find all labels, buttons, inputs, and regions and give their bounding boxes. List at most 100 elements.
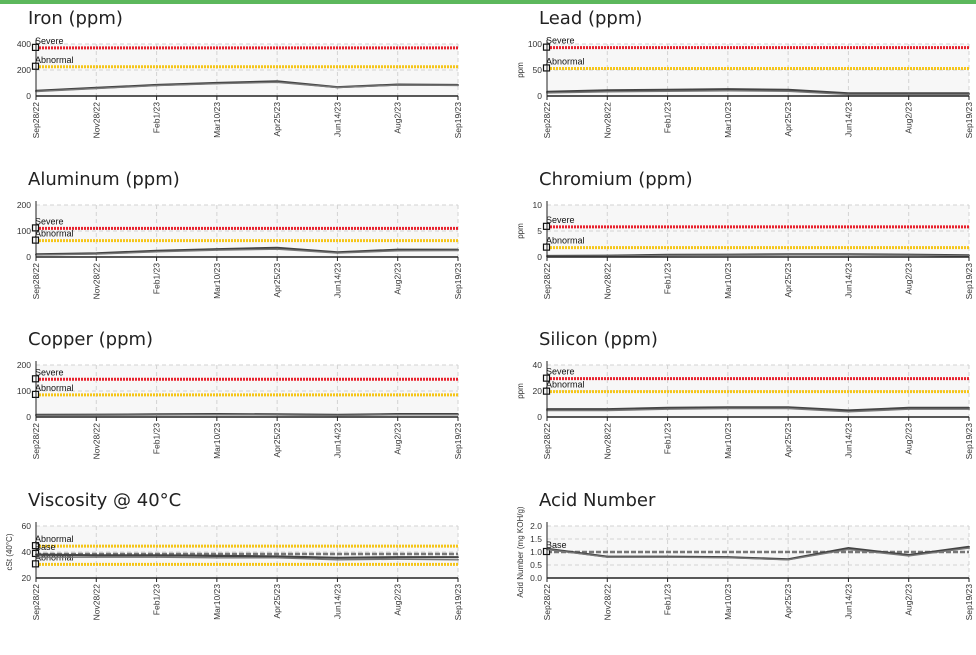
data-point [847,254,850,256]
chart-panel-iron: Iron (ppm) 0 200 400 Severe Abnormal Sep28/22… [0,0,470,150]
chart-title: Silicon (ppm) [539,329,658,350]
chart-iron: 0 200 400 Severe Abnormal Sep28/22 Nov28/22 Feb… [17,36,463,139]
threshold-label: Base [546,540,567,550]
data-point [968,547,970,549]
data-line [35,413,458,417]
data-point [276,556,279,559]
x-tick-label: Sep28/22 [542,584,552,621]
chart-acid-number: 0.0 0.5 1.0 1.5 2.0 Acid Number (mg KOH/g) Bas… [516,506,974,621]
x-tick-label: Sep19/23 [453,584,463,621]
y-tick-label: 200 [17,65,31,75]
x-tick-label: Sep28/22 [542,423,552,460]
data-line [547,406,969,412]
x-tick-label: Jun14/23 [332,423,342,458]
x-tick-label: Mar10/23 [212,584,222,620]
data-point [787,407,790,410]
data-point [787,88,790,91]
chart-title: Lead (ppm) [539,8,643,29]
y-tick-label: 200 [17,200,31,210]
chart-title: Iron (ppm) [28,8,123,29]
y-axis-label: cSt (40°C) [5,533,14,570]
x-tick-label: Sep28/22 [542,263,552,300]
y-tick-label: 40 [22,547,32,557]
threshold-label: Severe [546,367,575,377]
x-tick-label: Jun14/23 [843,263,853,298]
chart-title: Aluminum (ppm) [28,169,180,190]
chart-title: Acid Number [539,490,656,511]
y-tick-label: 0 [26,91,31,101]
threshold-label: Abnormal [35,534,74,544]
x-tick-label: Sep19/23 [964,423,974,460]
x-tick-label: Jun14/23 [843,423,853,458]
data-point [336,414,339,417]
y-tick-label: 0.0 [530,573,542,583]
threshold-label: Severe [35,367,64,377]
y-tick-label: 0 [537,252,542,262]
chart-panel-lead: Lead (ppm) 0 50 100 ppm Severe Abnormal Sep28/… [511,0,976,150]
y-tick-label: 200 [17,360,31,370]
x-tick-label: Sep28/22 [542,102,552,139]
data-point [215,249,218,252]
data-line [546,88,969,95]
data-point [95,253,98,256]
data-point [847,410,850,413]
data-point [787,90,790,93]
data-point [457,556,459,559]
data-point [787,406,790,409]
threshold-label: Abnormal [546,380,585,390]
x-tick-label: Apr25/23 [783,102,793,137]
x-tick-label: Jun14/23 [332,102,342,137]
y-axis-label: ppm [516,223,525,239]
x-tick-label: Apr25/23 [272,102,282,137]
data-point [396,556,399,559]
data-point [847,548,850,551]
x-tick-label: Sep28/22 [31,102,41,139]
y-axis-label: ppm [516,62,525,78]
data-line [35,246,458,256]
y-tick-label: 0 [537,412,542,422]
x-tick-label: Sep28/22 [31,584,41,621]
threshold-label: Abnormal [546,236,585,246]
y-tick-label: 100 [17,386,31,396]
x-tick-label: Feb1/23 [663,584,673,615]
x-tick-label: Jun14/23 [332,584,342,619]
data-point [606,409,609,412]
x-tick-label: Sep19/23 [453,102,463,139]
x-tick-label: Feb1/23 [152,263,162,294]
x-tick-label: Apr25/23 [272,423,282,458]
x-tick-label: Nov28/22 [91,263,101,300]
data-point [968,545,970,548]
x-tick-label: Mar10/23 [723,584,733,620]
y-tick-label: 0 [26,412,31,422]
x-tick-label: Aug2/23 [904,423,914,455]
x-tick-label: Mar10/23 [212,263,222,299]
data-point [787,558,790,561]
data-point [396,413,399,416]
data-point [336,252,339,254]
y-tick-label: 400 [17,39,31,49]
y-tick-label: 0 [26,252,31,262]
y-tick-label: 20 [533,386,543,396]
data-line [35,553,458,559]
threshold-label: Abnormal [35,383,74,393]
data-point [847,93,850,96]
x-tick-label: Sep19/23 [964,102,974,139]
data-point [155,554,158,557]
data-point [666,407,669,409]
y-tick-label: 0.5 [530,560,542,570]
x-tick-label: Nov28/22 [602,263,612,300]
x-tick-label: Aug2/23 [393,584,403,616]
x-tick-label: Nov28/22 [91,423,101,460]
x-tick-label: Sep28/22 [31,423,41,460]
data-point [336,556,339,559]
data-point [726,254,729,257]
x-tick-label: Mar10/23 [723,423,733,459]
data-point [847,409,850,412]
x-tick-label: Nov28/22 [91,584,101,621]
chart-aluminum: 0 100 200 Severe Abnormal Sep28/22 Nov28/22 Feb… [17,200,463,300]
x-tick-label: Apr25/23 [783,584,793,619]
x-tick-label: Mar10/23 [723,102,733,138]
x-tick-label: Feb1/23 [152,584,162,615]
x-tick-label: Aug2/23 [393,423,403,455]
x-tick-label: Apr25/23 [783,263,793,298]
